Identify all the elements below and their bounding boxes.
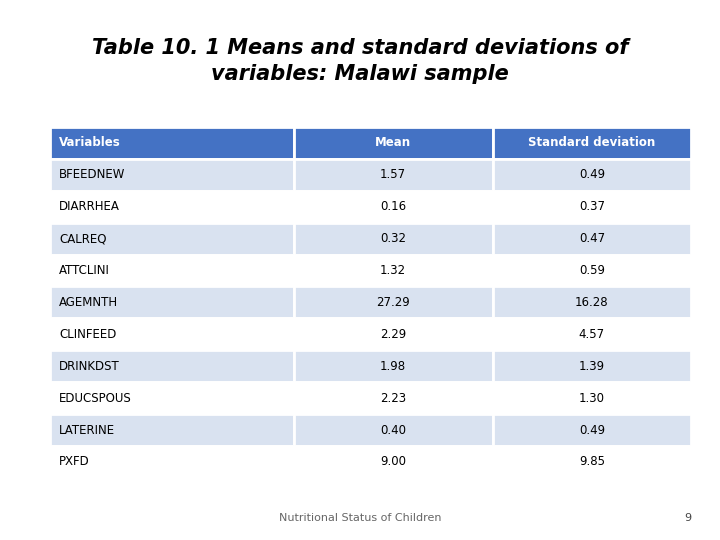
FancyBboxPatch shape (294, 382, 492, 414)
FancyBboxPatch shape (294, 191, 492, 222)
Text: 4.57: 4.57 (579, 328, 605, 341)
FancyBboxPatch shape (492, 191, 691, 222)
Text: 2.23: 2.23 (380, 392, 406, 404)
Text: PXFD: PXFD (59, 455, 90, 468)
FancyBboxPatch shape (294, 127, 492, 159)
Text: CLINFEED: CLINFEED (59, 328, 117, 341)
FancyBboxPatch shape (294, 414, 492, 446)
Text: 0.16: 0.16 (380, 200, 406, 213)
Text: 0.49: 0.49 (579, 168, 605, 181)
Text: LATERINE: LATERINE (59, 423, 115, 436)
FancyBboxPatch shape (492, 254, 691, 286)
FancyBboxPatch shape (294, 319, 492, 350)
FancyBboxPatch shape (492, 414, 691, 446)
Text: 9.00: 9.00 (380, 455, 406, 468)
FancyBboxPatch shape (294, 159, 492, 191)
Text: 1.32: 1.32 (380, 264, 406, 277)
FancyBboxPatch shape (50, 286, 294, 319)
Text: 9: 9 (684, 514, 691, 523)
FancyBboxPatch shape (294, 222, 492, 254)
Text: 0.37: 0.37 (579, 200, 605, 213)
FancyBboxPatch shape (50, 446, 294, 478)
Text: Nutritional Status of Children: Nutritional Status of Children (279, 514, 441, 523)
Text: DIARRHEA: DIARRHEA (59, 200, 120, 213)
Text: 0.49: 0.49 (579, 423, 605, 436)
Text: DRINKDST: DRINKDST (59, 360, 120, 373)
Text: 0.40: 0.40 (380, 423, 406, 436)
FancyBboxPatch shape (492, 222, 691, 254)
Text: CALREQ: CALREQ (59, 232, 107, 245)
FancyBboxPatch shape (294, 254, 492, 286)
FancyBboxPatch shape (50, 414, 294, 446)
Text: Mean: Mean (375, 137, 411, 150)
FancyBboxPatch shape (492, 286, 691, 319)
Text: Standard deviation: Standard deviation (528, 137, 655, 150)
Text: 9.85: 9.85 (579, 455, 605, 468)
FancyBboxPatch shape (50, 350, 294, 382)
Text: 0.32: 0.32 (380, 232, 406, 245)
FancyBboxPatch shape (50, 382, 294, 414)
FancyBboxPatch shape (50, 127, 294, 159)
Text: 16.28: 16.28 (575, 296, 608, 309)
FancyBboxPatch shape (50, 191, 294, 222)
Text: 1.30: 1.30 (579, 392, 605, 404)
FancyBboxPatch shape (50, 319, 294, 350)
FancyBboxPatch shape (50, 254, 294, 286)
FancyBboxPatch shape (492, 159, 691, 191)
FancyBboxPatch shape (492, 446, 691, 478)
FancyBboxPatch shape (492, 127, 691, 159)
Text: EDUCSPOUS: EDUCSPOUS (59, 392, 132, 404)
FancyBboxPatch shape (492, 350, 691, 382)
Text: 1.57: 1.57 (380, 168, 406, 181)
Text: 27.29: 27.29 (377, 296, 410, 309)
Text: 0.59: 0.59 (579, 264, 605, 277)
FancyBboxPatch shape (492, 319, 691, 350)
Text: 1.98: 1.98 (380, 360, 406, 373)
Text: AGEMNTH: AGEMNTH (59, 296, 118, 309)
FancyBboxPatch shape (294, 350, 492, 382)
FancyBboxPatch shape (294, 446, 492, 478)
Text: Table 10. 1 Means and standard deviations of
variables: Malawi sample: Table 10. 1 Means and standard deviation… (91, 38, 629, 84)
Text: ATTCLINI: ATTCLINI (59, 264, 110, 277)
Text: BFEEDNEW: BFEEDNEW (59, 168, 125, 181)
Text: 1.39: 1.39 (579, 360, 605, 373)
Text: 2.29: 2.29 (380, 328, 406, 341)
FancyBboxPatch shape (50, 159, 294, 191)
Text: Variables: Variables (59, 137, 121, 150)
FancyBboxPatch shape (50, 222, 294, 254)
FancyBboxPatch shape (294, 286, 492, 319)
Text: 0.47: 0.47 (579, 232, 605, 245)
FancyBboxPatch shape (492, 382, 691, 414)
